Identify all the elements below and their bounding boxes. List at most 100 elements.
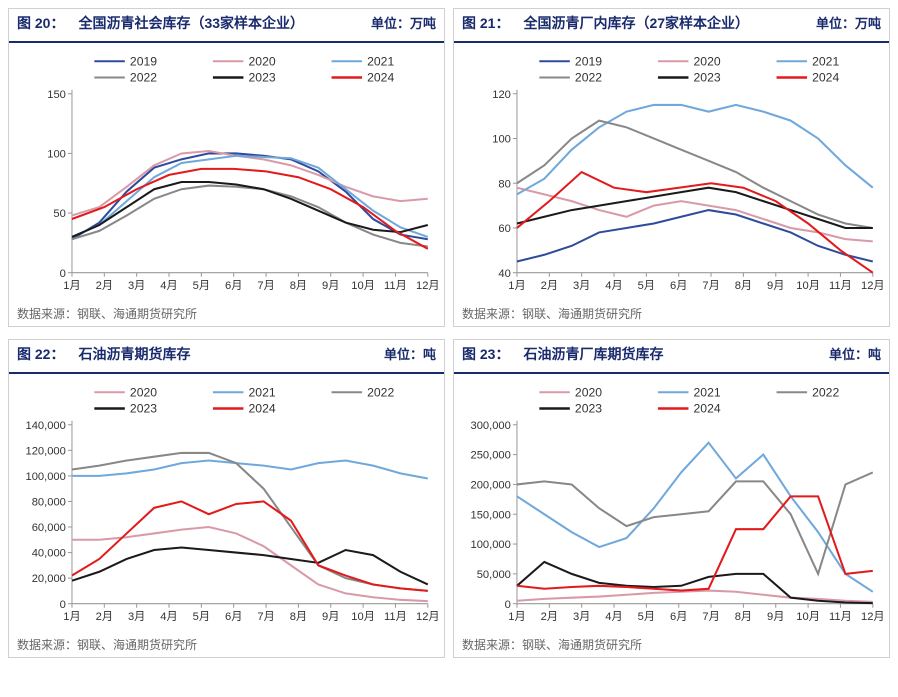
chart-body: 2019202020212022202320240501001501月2月3月4… xyxy=(9,43,444,301)
chart-header: 图 20： 全国沥青社会库存（33家样本企业）单位：万吨 xyxy=(9,9,444,41)
xtick-label: 7月 xyxy=(702,611,719,623)
xtick-label: 8月 xyxy=(735,280,752,292)
xtick-label: 10月 xyxy=(351,611,375,623)
legend-label: 2019 xyxy=(575,54,602,68)
xtick-label: 4月 xyxy=(605,611,622,623)
ytick-label: 300,000 xyxy=(470,420,510,432)
xtick-label: 3月 xyxy=(573,611,590,623)
series-2022 xyxy=(517,121,873,228)
xtick-label: 9月 xyxy=(322,280,339,292)
xtick-label: 5月 xyxy=(193,280,210,292)
legend-label: 2020 xyxy=(575,385,602,399)
legend-label: 2022 xyxy=(367,385,394,399)
figure-unit: 单位：吨 xyxy=(829,344,881,363)
xtick-label: 11月 xyxy=(384,280,407,292)
legend-label: 2023 xyxy=(694,71,721,85)
chart-header: 图 21： 全国沥青厂内库存（27家样本企业）单位：万吨 xyxy=(454,9,889,41)
xtick-label: 5月 xyxy=(638,280,655,292)
ytick-label: 100 xyxy=(47,148,66,160)
xtick-label: 7月 xyxy=(702,280,719,292)
legend-label: 2020 xyxy=(249,54,276,68)
ytick-label: 140,000 xyxy=(25,420,65,432)
xtick-label: 12月 xyxy=(416,280,440,292)
xtick-label: 10月 xyxy=(796,280,820,292)
legend-label: 2024 xyxy=(367,71,394,85)
legend-label: 2021 xyxy=(249,385,276,399)
series-2024 xyxy=(517,496,873,590)
chart-source: 数据来源：钢联、海通期货研究所 xyxy=(454,632,889,657)
ytick-label: 0 xyxy=(60,599,66,611)
legend-label: 2021 xyxy=(367,54,394,68)
xtick-label: 3月 xyxy=(128,611,145,623)
series-2020 xyxy=(72,527,428,601)
chart-body: 2020 2021 2022 2023 2024 0 20,000 40,000 60,000 8… xyxy=(9,374,444,632)
legend-label: 2019 xyxy=(130,54,157,68)
xtick-label: 12月 xyxy=(416,611,440,623)
xtick-label: 8月 xyxy=(735,611,752,623)
xtick-label: 2月 xyxy=(96,611,113,623)
legend-label: 2024 xyxy=(249,402,276,416)
chart-svg: 2019202020212022202320240501001501月2月3月4… xyxy=(13,47,440,301)
ytick-label: 50 xyxy=(53,208,65,220)
xtick-label: 4月 xyxy=(160,611,177,623)
ytick-label: 60,000 xyxy=(32,522,66,534)
legend-label: 2022 xyxy=(812,385,839,399)
xtick-label: 10月 xyxy=(351,280,375,292)
chart-source: 数据来源：钢联、海通期货研究所 xyxy=(9,632,444,657)
figure-number: 图 21： xyxy=(462,13,509,33)
xtick-label: 9月 xyxy=(767,611,784,623)
xtick-label: 6月 xyxy=(225,611,242,623)
xtick-label: 9月 xyxy=(322,611,339,623)
chart-panel-3: 图 23：石油沥青厂库期货库存单位：吨202020212022202320240… xyxy=(453,339,890,658)
figure-title: 全国沥青厂内库存（27家样本企业） xyxy=(523,13,816,33)
legend-label: 2023 xyxy=(130,402,157,416)
ytick-label: 150,000 xyxy=(470,509,510,521)
figure-number: 图 22： xyxy=(17,344,64,364)
legend-label: 2024 xyxy=(812,71,839,85)
xtick-label: 9月 xyxy=(767,280,784,292)
ytick-label: 250,000 xyxy=(470,450,510,462)
figure-title: 全国沥青社会库存（33家样本企业） xyxy=(78,13,371,33)
series-2022 xyxy=(517,473,873,574)
legend-label: 2020 xyxy=(694,54,721,68)
legend-label: 2023 xyxy=(249,71,276,85)
xtick-label: 5月 xyxy=(193,611,210,623)
chart-panel-1: 图 21： 全国沥青厂内库存（27家样本企业）单位：万吨 2019 2020 2021 2… xyxy=(453,8,890,327)
figure-unit: 单位：万吨 xyxy=(816,13,881,32)
xtick-label: 11月 xyxy=(829,280,852,292)
legend-label: 2023 xyxy=(575,402,602,416)
figure-number: 图 20： xyxy=(17,13,64,33)
ytick-label: 100,000 xyxy=(470,539,510,551)
xtick-label: 5月 xyxy=(638,611,655,623)
ytick-label: 80,000 xyxy=(32,497,66,509)
figure-title: 石油沥青厂库期货库存 xyxy=(523,344,829,364)
figure-unit: 单位：万吨 xyxy=(371,13,436,32)
xtick-label: 6月 xyxy=(225,280,242,292)
chart-source: 数据来源：钢联、海通期货研究所 xyxy=(454,301,889,326)
series-2024 xyxy=(72,502,428,591)
ytick-label: 0 xyxy=(60,268,66,280)
xtick-label: 6月 xyxy=(670,611,687,623)
chart-panel-0: 图 20： 全国沥青社会库存（33家样本企业）单位：万吨 2019 2020 2021 2… xyxy=(8,8,445,327)
legend-label: 2021 xyxy=(812,54,839,68)
ytick-label: 20,000 xyxy=(32,573,66,585)
xtick-label: 1月 xyxy=(63,611,80,623)
legend-label: 2020 xyxy=(130,385,157,399)
xtick-label: 7月 xyxy=(257,280,274,292)
chart-header: 图 23：石油沥青厂库期货库存单位：吨 xyxy=(454,340,889,372)
xtick-label: 1月 xyxy=(508,280,525,292)
ytick-label: 120,000 xyxy=(25,446,65,458)
ytick-label: 200,000 xyxy=(470,480,510,492)
xtick-label: 1月 xyxy=(508,611,525,623)
chart-svg: 2019202020212022202320244060801001201月2月… xyxy=(458,47,885,301)
xtick-label: 8月 xyxy=(290,611,307,623)
xtick-label: 8月 xyxy=(290,280,307,292)
ytick-label: 40,000 xyxy=(32,548,66,560)
ytick-label: 120 xyxy=(492,89,511,101)
xtick-label: 12月 xyxy=(861,280,885,292)
chart-svg: 20202021202220232024050,000100,000150,00… xyxy=(458,378,885,632)
xtick-label: 2月 xyxy=(541,280,558,292)
chart-header: 图 22：石油沥青期货库存单位：吨 xyxy=(9,340,444,372)
ytick-label: 40 xyxy=(498,268,510,280)
chart-panel-2: 图 22：石油沥青期货库存单位：吨20202021202220232024020… xyxy=(8,339,445,658)
